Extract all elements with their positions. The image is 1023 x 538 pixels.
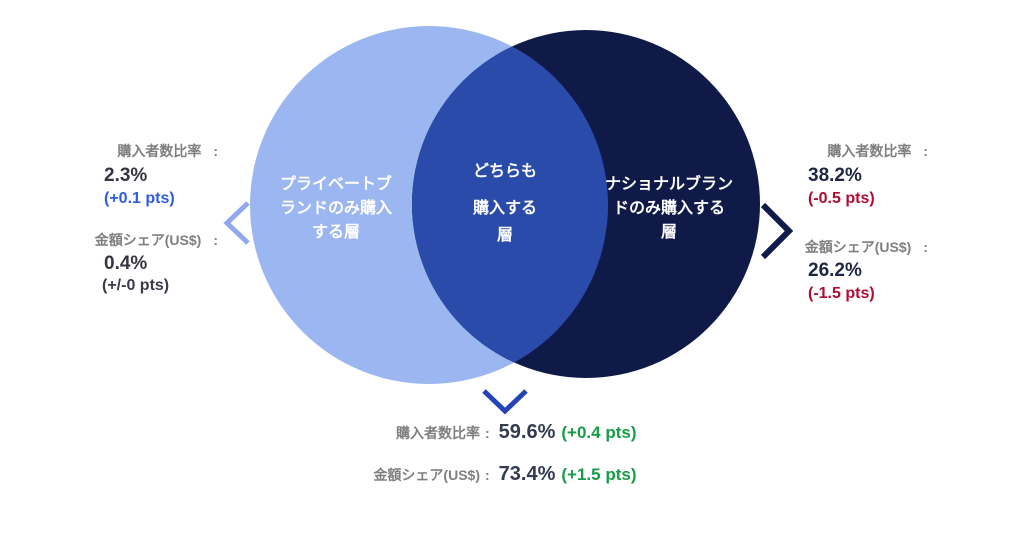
right-circle-label-line: ナショナルブラン — [604, 176, 733, 193]
bottom-buyer-ratio-delta: (+0.4 pts) — [561, 423, 637, 442]
left-buyer-ratio-label-row: 購入者数比率 : — [86, 141, 218, 161]
overlap-label: どちらも 購入する 層 — [443, 160, 567, 248]
bottom-value-share-row: 金額シェア(US$) : 73.4% (+1.5 pts) — [300, 463, 740, 486]
overlap-region — [412, 30, 608, 378]
overlap-label-line: どちらも — [472, 163, 537, 180]
right-value-share-value: 26.2% — [808, 260, 862, 281]
bottom-buyer-ratio-label: 購入者数比率 — [396, 425, 480, 441]
right-buyer-ratio-delta: (-0.5 pts) — [808, 190, 875, 207]
left-value-share-delta: (+/-0 pts) — [102, 277, 170, 294]
right-value-share-label: 金額シェア(US$) — [804, 239, 912, 255]
chevron-right-icon — [760, 202, 794, 260]
colon: : — [485, 467, 490, 483]
colon: : — [485, 425, 490, 441]
colon: : — [213, 232, 218, 248]
right-circle-label-line: 層 — [660, 224, 677, 241]
overlap-label-line: 購入する — [472, 200, 537, 217]
right-circle-label: ナショナルブラン ドのみ購入する 層 — [588, 173, 750, 245]
colon: : — [923, 143, 928, 159]
right-circle-label-line: ドのみ購入する — [612, 200, 725, 217]
right-value-share-label-row: 金額シェア(US$) : — [792, 237, 928, 257]
left-circle-label-line: ランドのみ購入 — [279, 200, 392, 217]
left-circle-label-line: する層 — [311, 224, 360, 241]
left-circle-label: プライベートブ ランドのみ購入 する層 — [256, 173, 416, 245]
colon: : — [213, 143, 218, 159]
left-value-share-value: 0.4% — [104, 253, 148, 274]
chevron-left-icon — [223, 201, 250, 245]
left-circle-label-line: プライベートブ — [279, 176, 392, 193]
left-value-share-label: 金額シェア(US$) — [94, 232, 202, 248]
right-value-share-delta: (-1.5 pts) — [808, 285, 875, 302]
right-buyer-ratio-label-row: 購入者数比率 : — [792, 141, 928, 161]
colon: : — [923, 239, 928, 255]
chevron-down-icon — [482, 389, 528, 415]
right-buyer-ratio-label: 購入者数比率 — [827, 143, 912, 159]
left-buyer-ratio-delta: (+0.1 pts) — [104, 190, 175, 207]
right-buyer-ratio-value: 38.2% — [808, 165, 862, 186]
bottom-value-share-delta: (+1.5 pts) — [561, 465, 637, 484]
bottom-buyer-ratio-value: 59.6% — [498, 421, 556, 443]
bottom-value-share-label: 金額シェア(US$) — [373, 467, 480, 483]
bottom-value-share-value: 73.4% — [498, 463, 556, 485]
left-buyer-ratio-label: 購入者数比率 — [117, 143, 202, 159]
left-buyer-ratio-value: 2.3% — [104, 165, 148, 186]
left-value-share-label-row: 金額シェア(US$) : — [86, 230, 218, 250]
overlap-label-line: 層 — [496, 227, 513, 244]
bottom-buyer-ratio-row: 購入者数比率 : 59.6% (+0.4 pts) — [300, 421, 740, 444]
